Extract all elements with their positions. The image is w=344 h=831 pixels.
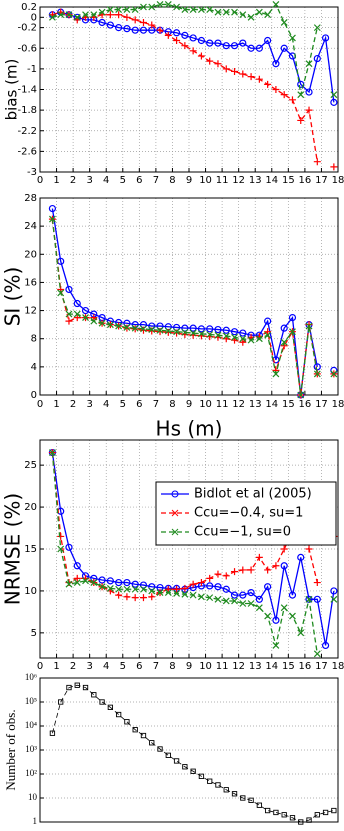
x-tick-label: 6 — [136, 399, 142, 410]
x-tick-label: 6 — [136, 175, 142, 186]
x-tick-label: 18 — [332, 661, 344, 672]
x-tick-label: 16 — [299, 661, 312, 672]
x-tick-label: 18 — [332, 175, 344, 186]
x-tick-label: 5 — [120, 175, 126, 186]
x-tick-label: 9 — [186, 399, 192, 410]
y-tick-label: 24 — [24, 221, 37, 232]
x-tick-label: 1 — [53, 175, 59, 186]
y-tick-label: 10³ — [25, 744, 37, 754]
x-tick-label: 0 — [37, 175, 43, 186]
x-tick-label: 4 — [103, 661, 109, 672]
x-tick-label: 16 — [299, 175, 312, 186]
x-tick-label: 8 — [169, 661, 175, 672]
x-tick-label: 14 — [265, 175, 278, 186]
y-tick-label: 1 — [33, 816, 38, 826]
y-tick-label: 4 — [31, 362, 37, 373]
y-tick-label: 15 — [24, 544, 37, 555]
x-tick-label: 13 — [249, 175, 262, 186]
y-tick-label: 16 — [24, 277, 37, 288]
y-tick-label: -3 — [27, 167, 37, 178]
x-tick-label: 15 — [282, 661, 295, 672]
x-tick-label: 10 — [199, 175, 212, 186]
y-tick-label: -1 — [27, 64, 37, 75]
x-tick-label: 12 — [232, 661, 245, 672]
y-tick-label: -0.6 — [17, 43, 37, 54]
x-tick-label: 13 — [249, 661, 262, 672]
x-tick-label: 1 — [53, 399, 59, 410]
x-tick-label: 10 — [199, 399, 212, 410]
y-tick-label: 10 — [24, 586, 37, 597]
y-axis-label: NRMSE (%) — [1, 493, 25, 605]
x-tick-label: 14 — [265, 399, 278, 410]
y-tick-label: 5 — [31, 628, 37, 639]
x-tick-label: 11 — [216, 175, 229, 186]
y-tick-label: 10⁵ — [25, 696, 37, 706]
x-tick-label: 4 — [103, 175, 109, 186]
y-tick-label: 10 — [28, 792, 38, 802]
x-tick-label: 5 — [120, 661, 126, 672]
y-tick-label: 10⁶ — [25, 672, 37, 682]
x-tick-label: 16 — [299, 399, 312, 410]
x-tick-label: 7 — [153, 661, 159, 672]
x-tick-label: 0 — [37, 399, 43, 410]
x-axis-label: Hs (m) — [156, 417, 223, 441]
x-tick-label: 17 — [315, 399, 328, 410]
y-tick-label: -0.2 — [17, 23, 37, 34]
x-tick-label: 9 — [186, 175, 192, 186]
x-tick-label: 0 — [37, 661, 43, 672]
x-tick-label: 7 — [153, 399, 159, 410]
panel: 1 10 10² 10³ 10⁴ 10⁵ 10⁶ Number of obs. — [3, 672, 338, 826]
x-tick-label: 10 — [199, 661, 212, 672]
y-tick-label: 20 — [24, 249, 37, 260]
x-tick-label: 8 — [169, 399, 175, 410]
y-tick-label: 25 — [24, 460, 37, 471]
x-tick-label: 3 — [86, 399, 92, 410]
y-axis-label: SI (%) — [1, 267, 25, 327]
x-tick-label: 7 — [153, 175, 159, 186]
y-tick-label: 28 — [24, 193, 37, 204]
x-tick-label: 3 — [86, 661, 92, 672]
legend-label: Ccu=−1, su=0 — [194, 525, 291, 540]
x-tick-label: 11 — [216, 399, 229, 410]
x-tick-label: 5 — [120, 399, 126, 410]
x-tick-label: 1 — [53, 661, 59, 672]
x-tick-label: 6 — [136, 661, 142, 672]
x-tick-label: 2 — [70, 661, 76, 672]
y-tick-label: 12 — [24, 306, 37, 317]
x-tick-label: 17 — [315, 661, 328, 672]
x-tick-label: 11 — [216, 661, 229, 672]
x-tick-label: 18 — [332, 399, 344, 410]
y-axis-label: bias (m) — [3, 59, 21, 121]
x-tick-label: 8 — [169, 175, 175, 186]
y-tick-label: -2.6 — [17, 146, 37, 157]
x-tick-label: 4 — [103, 399, 109, 410]
x-tick-label: 2 — [70, 175, 76, 186]
y-axis-label: Number of obs. — [3, 709, 18, 790]
y-tick-label: 10² — [25, 768, 37, 778]
x-tick-label: 13 — [249, 399, 262, 410]
x-tick-label: 12 — [232, 399, 245, 410]
y-tick-label: 10⁴ — [25, 720, 37, 730]
x-tick-label: 14 — [265, 661, 278, 672]
y-tick-label: 8 — [31, 334, 37, 345]
x-tick-label: 12 — [232, 175, 245, 186]
legend-label: Bidlot et al (2005) — [194, 487, 312, 502]
x-tick-label: 15 — [282, 399, 295, 410]
x-tick-label: 9 — [186, 661, 192, 672]
y-tick-label: -2.2 — [17, 126, 37, 137]
x-tick-label: 3 — [86, 175, 92, 186]
x-tick-label: 17 — [315, 175, 328, 186]
plot-area — [40, 198, 338, 395]
x-tick-label: 2 — [70, 399, 76, 410]
x-tick-label: 15 — [282, 175, 295, 186]
y-tick-label: 20 — [24, 502, 37, 513]
legend-label: Ccu=−0.4, su=1 — [194, 506, 303, 521]
plot-area — [40, 678, 338, 822]
